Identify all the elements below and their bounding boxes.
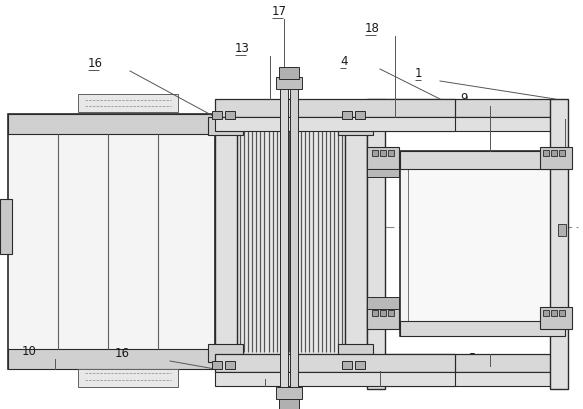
Bar — [559, 151, 565, 157]
Text: 16: 16 — [88, 57, 103, 70]
Bar — [8, 349, 215, 369]
Bar — [400, 152, 565, 336]
Bar — [279, 399, 299, 409]
Bar — [367, 170, 399, 178]
Bar — [338, 344, 373, 362]
Bar — [540, 307, 572, 329]
Bar — [400, 321, 565, 336]
Bar — [78, 95, 178, 113]
Bar — [388, 151, 394, 157]
Text: 4: 4 — [340, 55, 347, 68]
Bar — [215, 100, 455, 118]
Text: 9: 9 — [460, 92, 468, 105]
Text: 19: 19 — [348, 356, 363, 369]
Text: 16: 16 — [115, 346, 130, 359]
Bar — [408, 160, 558, 329]
Bar — [290, 88, 298, 387]
Bar — [276, 78, 302, 90]
Text: 5: 5 — [468, 351, 475, 364]
Text: 18: 18 — [365, 22, 380, 35]
Bar — [215, 354, 455, 372]
Text: 1: 1 — [415, 67, 423, 80]
Bar — [215, 372, 455, 386]
Bar — [367, 148, 399, 170]
Bar — [0, 200, 12, 254]
Bar — [279, 68, 299, 80]
Text: 8: 8 — [545, 105, 552, 118]
Bar — [385, 354, 555, 372]
Bar — [372, 151, 378, 157]
Bar — [78, 369, 178, 387]
Bar — [367, 297, 399, 309]
Bar — [355, 112, 365, 120]
Bar — [380, 151, 386, 157]
Text: 17: 17 — [272, 5, 287, 18]
Bar — [372, 310, 378, 316]
Text: 10: 10 — [22, 344, 37, 357]
Bar — [8, 115, 215, 135]
Bar — [543, 151, 549, 157]
Bar — [276, 387, 302, 399]
Bar — [540, 148, 572, 170]
Bar — [225, 112, 235, 120]
Bar — [215, 118, 455, 132]
Bar — [208, 344, 243, 362]
Bar — [342, 361, 352, 369]
Bar — [551, 151, 557, 157]
Bar — [208, 118, 243, 136]
Bar — [338, 118, 373, 136]
Bar — [385, 100, 555, 118]
Bar — [388, 310, 394, 316]
Bar — [345, 130, 367, 354]
Bar — [550, 100, 568, 389]
Text: 18: 18 — [228, 364, 243, 377]
Bar — [558, 225, 566, 236]
Bar — [543, 310, 549, 316]
Bar — [400, 152, 565, 170]
Bar — [355, 361, 365, 369]
Bar — [280, 88, 288, 387]
Bar — [225, 361, 235, 369]
Bar — [212, 361, 222, 369]
Bar — [237, 130, 345, 354]
Bar — [8, 115, 215, 369]
Bar — [385, 372, 555, 386]
Bar — [380, 310, 386, 316]
Bar — [367, 100, 385, 389]
Bar — [215, 130, 237, 354]
Bar — [551, 310, 557, 316]
Bar — [342, 112, 352, 120]
Text: 13: 13 — [235, 42, 250, 55]
Bar — [385, 118, 555, 132]
Bar — [212, 112, 222, 120]
Bar — [367, 307, 399, 329]
Bar — [559, 310, 565, 316]
